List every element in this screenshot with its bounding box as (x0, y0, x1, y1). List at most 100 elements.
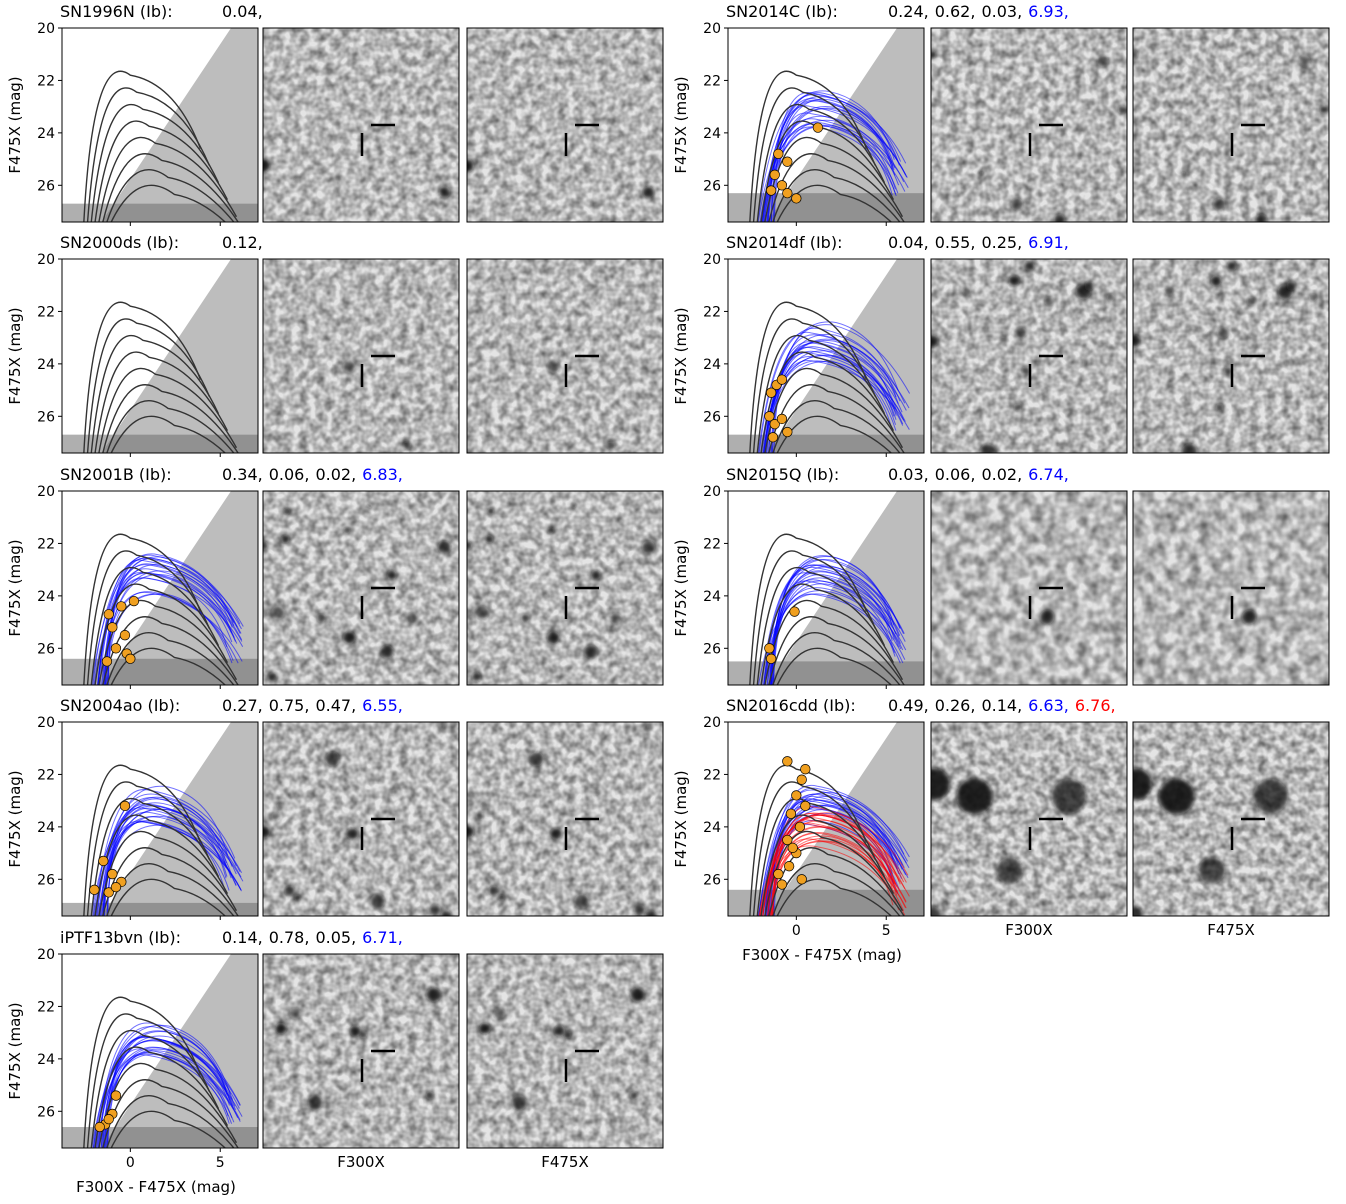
source-blob (471, 672, 482, 682)
source-blob (1084, 281, 1095, 291)
y-tick-label: 26 (703, 872, 721, 888)
source-blob (263, 540, 269, 551)
star-point (785, 808, 797, 819)
isochrone (90, 334, 220, 453)
source-blob (931, 625, 935, 631)
source-blob (1008, 275, 1020, 287)
model-track (758, 789, 898, 916)
value-text: 0.62, (935, 2, 976, 21)
plot-area (728, 28, 924, 222)
panel-title: SN2014C (Ib): (726, 2, 838, 21)
source-blob (1213, 198, 1226, 211)
source-blob (386, 570, 397, 580)
detection-limit (62, 1127, 258, 1148)
source-blob (289, 1007, 301, 1020)
model-track (772, 812, 907, 916)
source-blob (511, 1095, 527, 1111)
source-blob (1081, 360, 1088, 366)
source-blob (280, 534, 290, 544)
star-point (107, 868, 118, 880)
value-text: 0.06, (935, 465, 976, 484)
isochrone (756, 566, 886, 685)
model-track (759, 845, 906, 916)
model-track (763, 352, 906, 453)
isochrone (764, 830, 904, 916)
model-track (103, 820, 230, 916)
image-noise (263, 491, 459, 685)
source-blob (1117, 105, 1127, 114)
isochrone (749, 301, 868, 453)
image-panel (931, 28, 1127, 222)
y-tick-label: 26 (37, 178, 55, 194)
source-blob (529, 751, 544, 767)
model-track (92, 554, 241, 685)
star-point (787, 842, 798, 853)
y-tick-label: 22 (703, 767, 721, 783)
star-point (776, 879, 788, 890)
source-blob (284, 885, 295, 897)
image-label: F475X (1207, 921, 1255, 939)
value-text: 6.55, (362, 696, 403, 715)
isochrone (83, 996, 202, 1148)
panel-values: 0.27, 0.75, 0.47, 6.55, (222, 696, 403, 715)
isochrone (83, 764, 202, 916)
model-track (770, 334, 899, 453)
image-frame (1132, 490, 1330, 686)
star-point (782, 756, 793, 767)
y-axis-label: F475X (mag) (6, 76, 24, 173)
image-panel (263, 491, 459, 685)
panel: SN2015Q (Ib): 0.03, 0.06, 0.02, 6.74, 20 22 24 2… (672, 465, 1330, 689)
isochrone (776, 647, 893, 685)
source-blob (437, 540, 452, 554)
isochrone (98, 367, 238, 453)
model-track (764, 784, 905, 916)
source-blob (610, 612, 622, 625)
value-text: 6.83, (362, 465, 403, 484)
source-blob (1015, 327, 1027, 339)
star-point (119, 630, 131, 641)
star-point (782, 188, 793, 199)
isochrone (86, 318, 211, 453)
source-blob (1011, 198, 1024, 211)
isochrone (86, 87, 211, 222)
image-noise (931, 28, 1127, 222)
isochrone (110, 1110, 227, 1148)
source-blob (271, 812, 280, 821)
value-text: 6.76, (1075, 696, 1116, 715)
model-track (103, 1035, 241, 1148)
source-blob (1158, 778, 1195, 815)
value-text: 0.03, (888, 465, 929, 484)
source-blob (1283, 360, 1290, 366)
isochrone (764, 599, 904, 685)
star-point (791, 193, 802, 204)
isochrone (752, 550, 877, 685)
model-track (107, 593, 239, 685)
star-point (796, 874, 807, 885)
y-axis-label: F475X (mag) (6, 307, 24, 404)
image-noise (263, 259, 459, 453)
model-track (760, 793, 907, 916)
image-frame (262, 953, 460, 1149)
panel-values: 0.12, (222, 233, 263, 252)
star-point (125, 653, 136, 664)
star-point (766, 653, 777, 664)
y-tick-label: 20 (703, 484, 721, 500)
value-text: 0.26, (935, 696, 976, 715)
image-panel (263, 722, 459, 916)
y-tick-label: 24 (37, 357, 55, 373)
isochrone (98, 136, 238, 222)
axes-frame (727, 258, 925, 454)
value-text: 0.02, (315, 465, 356, 484)
value-text: 0.75, (269, 696, 310, 715)
source-blob (550, 827, 563, 840)
isochrone (749, 70, 868, 222)
y-tick-label: 26 (703, 409, 721, 425)
model-track (765, 566, 900, 685)
image-frame (262, 27, 460, 223)
source-blob (403, 439, 409, 445)
excluded-region (101, 259, 258, 453)
isochrone (772, 632, 901, 685)
source-blob (342, 360, 356, 373)
image-noise (1133, 491, 1329, 685)
excluded-region (101, 28, 258, 222)
